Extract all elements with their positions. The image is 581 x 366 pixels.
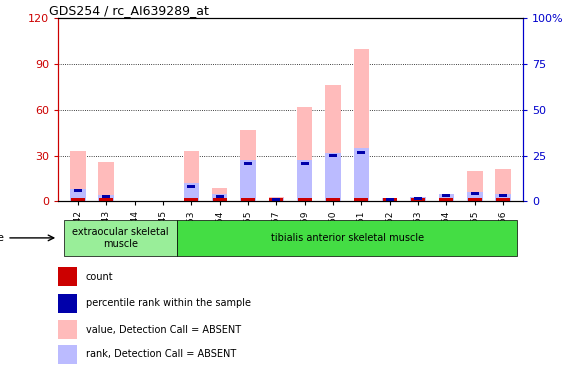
Bar bbox=[99, 195, 114, 201]
Bar bbox=[357, 151, 365, 154]
Bar bbox=[443, 194, 450, 197]
Bar bbox=[102, 195, 110, 198]
Bar bbox=[471, 192, 479, 195]
Text: percentile rank within the sample: percentile rank within the sample bbox=[86, 298, 251, 309]
Bar bbox=[241, 198, 255, 201]
Text: tibialis anterior skeletal muscle: tibialis anterior skeletal muscle bbox=[271, 233, 424, 243]
Text: value, Detection Call = ABSENT: value, Detection Call = ABSENT bbox=[86, 325, 241, 335]
Bar bbox=[301, 162, 309, 165]
Bar bbox=[354, 148, 369, 201]
Bar bbox=[184, 151, 199, 201]
Bar bbox=[297, 160, 313, 201]
Text: rank, Detection Call = ABSENT: rank, Detection Call = ABSENT bbox=[86, 349, 236, 359]
Bar bbox=[496, 198, 510, 201]
Bar bbox=[467, 192, 482, 201]
Bar bbox=[325, 153, 341, 201]
Bar bbox=[70, 151, 86, 201]
Text: extraocular skeletal
muscle: extraocular skeletal muscle bbox=[72, 227, 168, 249]
Bar bbox=[244, 162, 252, 165]
Bar bbox=[240, 130, 256, 201]
Bar bbox=[268, 197, 284, 201]
Bar bbox=[326, 198, 340, 201]
Bar bbox=[216, 195, 224, 198]
Bar bbox=[439, 194, 454, 201]
Bar bbox=[354, 198, 368, 201]
Text: GDS254 / rc_AI639289_at: GDS254 / rc_AI639289_at bbox=[49, 4, 209, 17]
Bar bbox=[329, 154, 337, 157]
Bar bbox=[177, 220, 517, 256]
Bar bbox=[499, 194, 507, 197]
Bar bbox=[64, 220, 177, 256]
Text: count: count bbox=[86, 272, 114, 282]
Bar bbox=[468, 198, 482, 201]
Bar bbox=[410, 197, 426, 201]
Bar bbox=[325, 85, 341, 201]
Bar bbox=[184, 198, 198, 201]
Bar bbox=[99, 162, 114, 201]
Bar bbox=[268, 198, 284, 201]
Bar bbox=[58, 294, 77, 313]
Bar bbox=[99, 198, 113, 201]
Bar bbox=[70, 189, 86, 201]
Text: tissue: tissue bbox=[0, 233, 4, 243]
Bar bbox=[383, 198, 397, 201]
Bar bbox=[414, 197, 422, 200]
Bar bbox=[297, 198, 311, 201]
Bar bbox=[213, 198, 227, 201]
Bar bbox=[467, 171, 482, 201]
Bar bbox=[184, 183, 199, 201]
Bar bbox=[71, 198, 85, 201]
Bar bbox=[212, 187, 227, 201]
Bar bbox=[58, 345, 77, 364]
Bar bbox=[386, 198, 393, 201]
Bar bbox=[297, 107, 313, 201]
Bar bbox=[240, 160, 256, 201]
Bar bbox=[495, 169, 511, 201]
Bar bbox=[354, 49, 369, 201]
Bar bbox=[74, 189, 82, 192]
Bar bbox=[188, 184, 195, 187]
Bar bbox=[411, 198, 425, 201]
Bar bbox=[212, 194, 227, 201]
Bar bbox=[272, 198, 280, 201]
Bar bbox=[58, 320, 77, 340]
Bar bbox=[58, 267, 77, 286]
Bar bbox=[439, 198, 453, 201]
Bar bbox=[270, 198, 284, 201]
Bar bbox=[495, 194, 511, 201]
Bar bbox=[382, 198, 397, 201]
